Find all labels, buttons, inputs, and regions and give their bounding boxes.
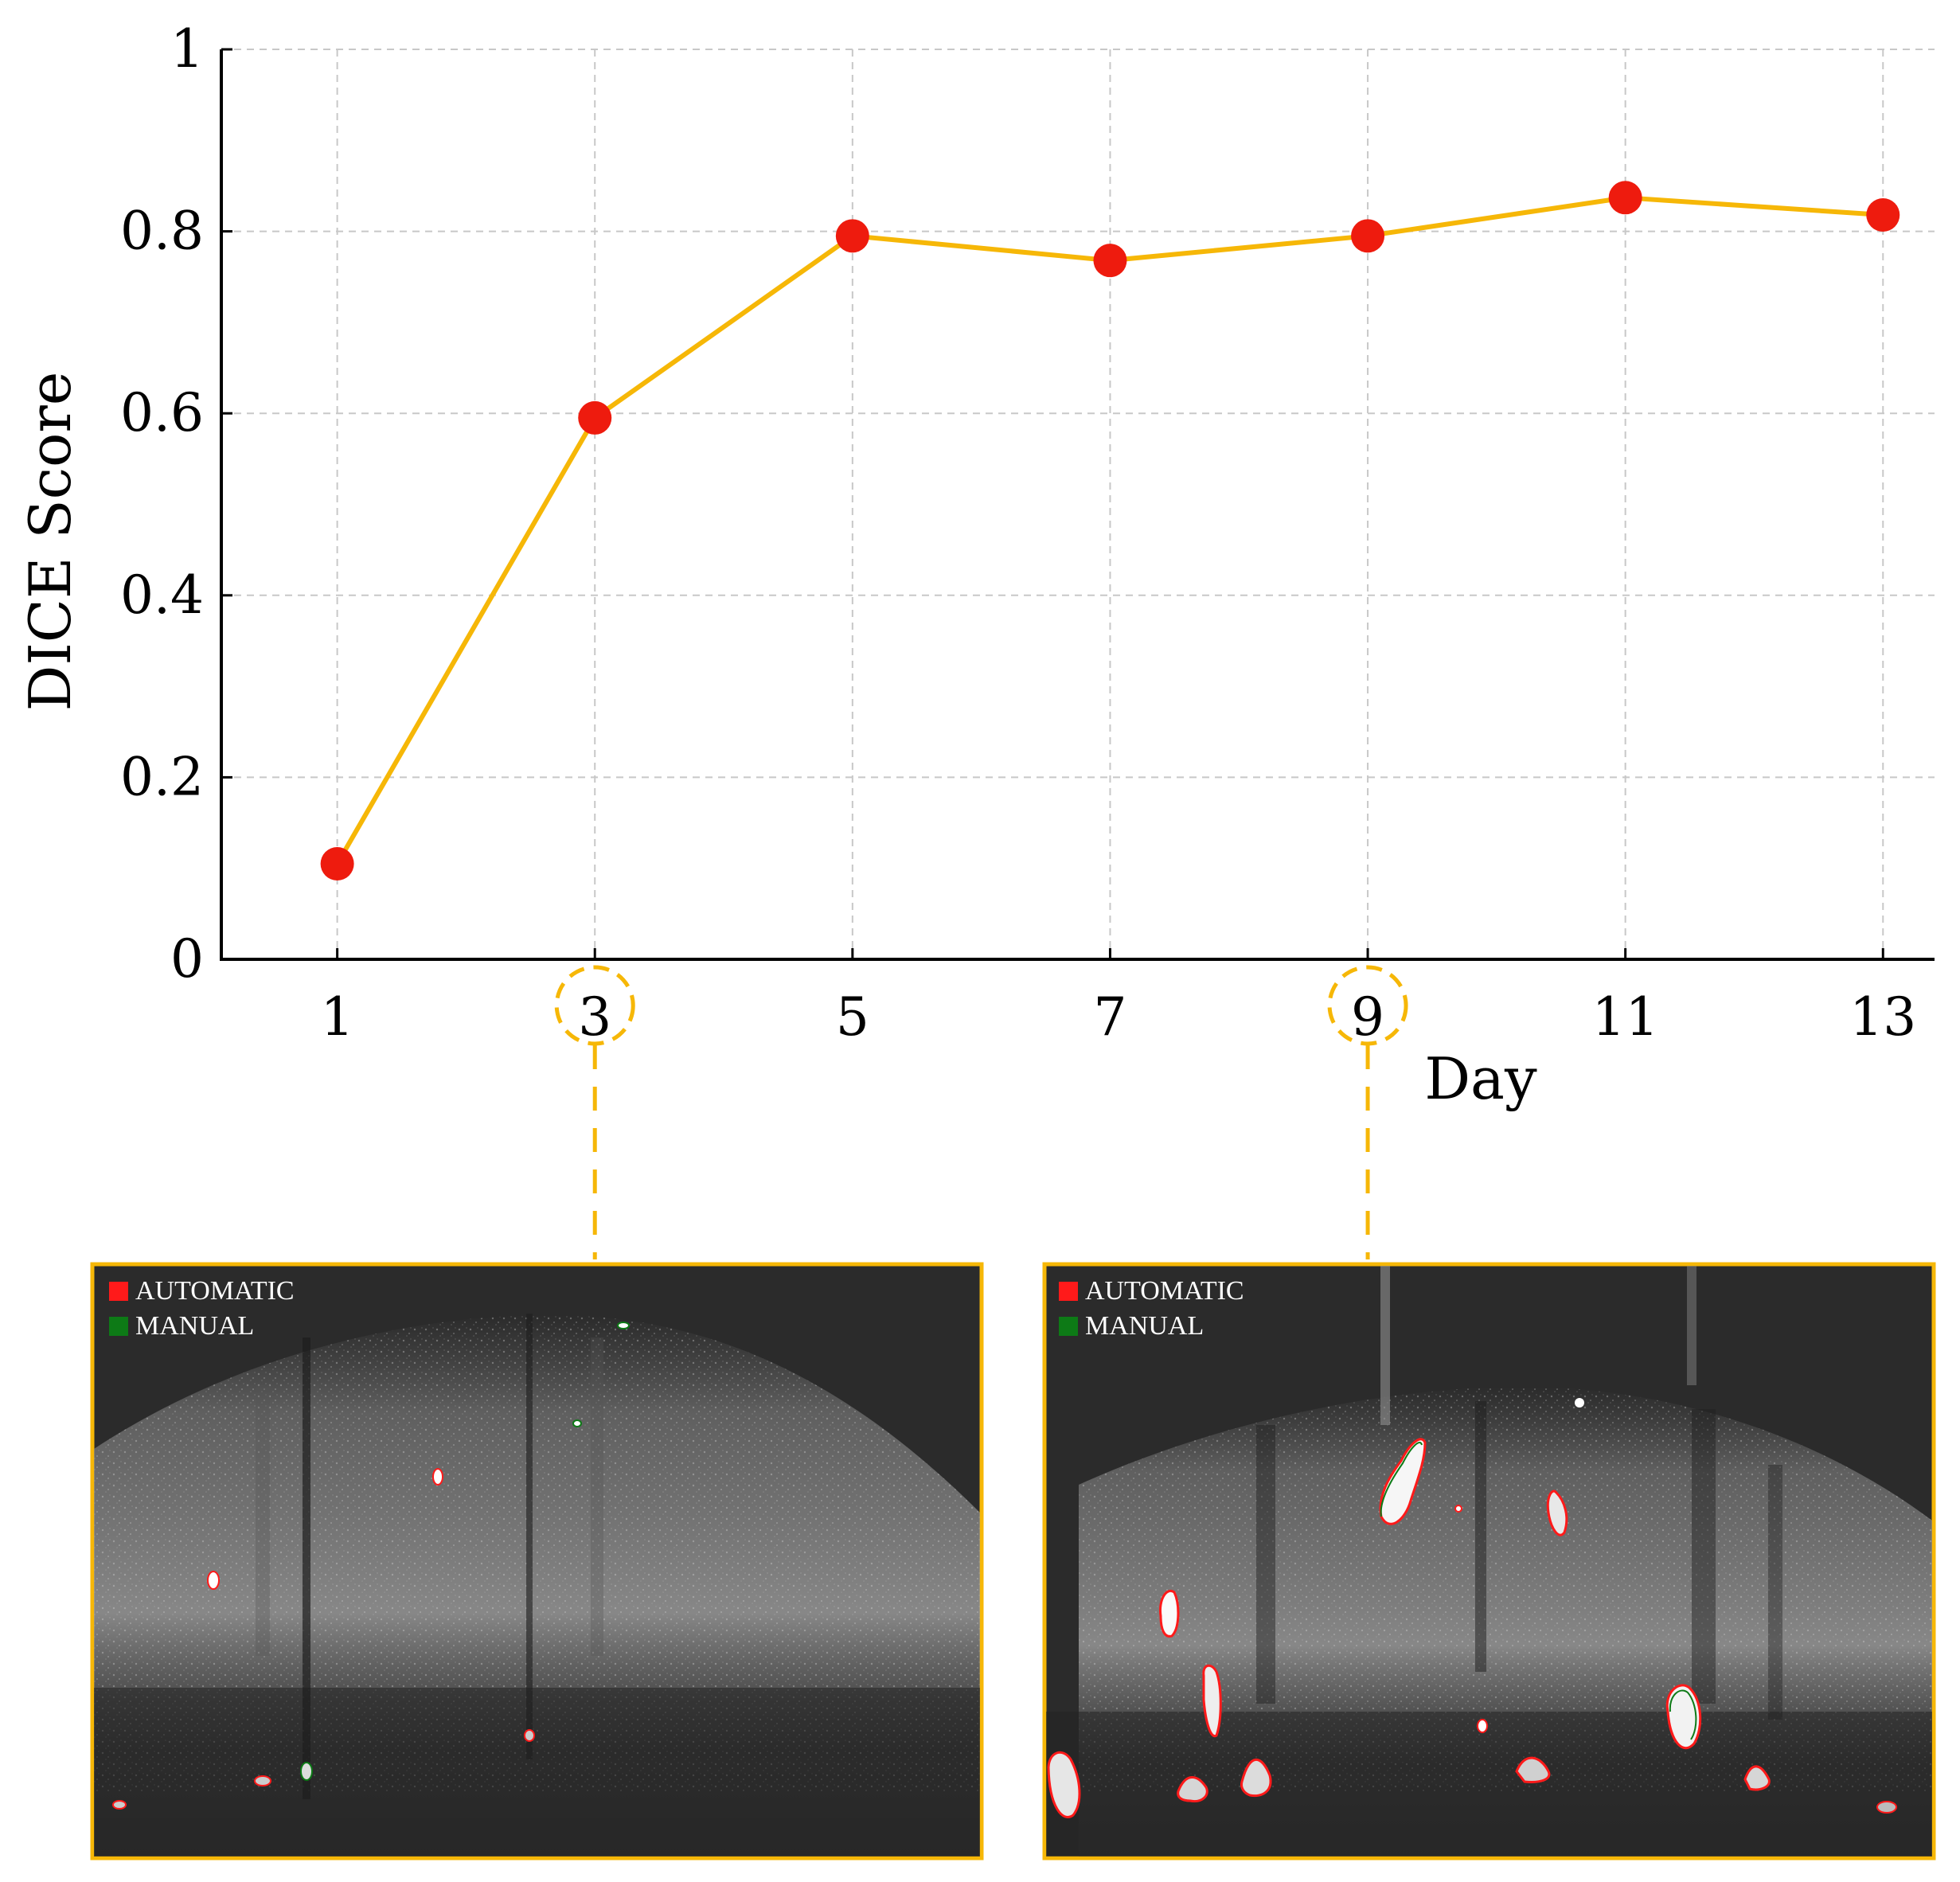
oct-speckle <box>94 1314 980 1791</box>
data-point <box>1866 198 1900 232</box>
x-tick-label: 5 <box>836 986 869 1048</box>
data-point <box>578 400 612 435</box>
data-point <box>1093 244 1127 278</box>
y-tick-label: 0.8 <box>120 201 204 262</box>
oct-inset-day3: AUTOMATIC MANUAL <box>90 1262 984 1861</box>
y-axis-title: DICE Score <box>17 372 84 712</box>
lesion-contour <box>254 1775 271 1786</box>
y-ticks: 0 0.2 0.4 0.6 0.8 1 <box>120 18 232 990</box>
lesion-contour <box>1240 1758 1272 1798</box>
lesion-contour <box>1876 1801 1897 1814</box>
legend-label-automatic: AUTOMATIC <box>135 1276 295 1306</box>
legend-swatch-manual <box>109 1317 128 1336</box>
lesion-contour <box>572 1419 582 1427</box>
lesion-contour <box>524 1729 535 1742</box>
lesion-contour <box>617 1322 630 1330</box>
legend-swatch-automatic <box>109 1282 128 1301</box>
oct-dark-band <box>94 1688 980 1857</box>
x-tick-label: 9 <box>1351 986 1384 1048</box>
data-point <box>320 846 354 880</box>
lesion-contour <box>432 1468 443 1486</box>
y-tick-label: 0.2 <box>120 746 204 807</box>
lesion-contour <box>1380 1441 1423 1517</box>
x-tick-label: 11 <box>1592 986 1659 1048</box>
lesion-contour <box>207 1571 220 1590</box>
x-tick-label: 3 <box>578 986 611 1048</box>
bright-spot <box>1575 1398 1584 1408</box>
y-tick-label: 0 <box>170 928 204 990</box>
lesion-contour <box>1454 1505 1462 1513</box>
legend-swatch-manual <box>1059 1317 1078 1336</box>
lesion-contour <box>1177 1776 1208 1803</box>
series <box>320 181 1900 880</box>
lesion-contour <box>112 1800 127 1810</box>
oct-dark-band <box>1046 1712 1932 1857</box>
legend-label-manual: MANUAL <box>1085 1311 1204 1341</box>
lesion-contour <box>1546 1490 1568 1536</box>
lesion-contour <box>1379 1438 1427 1525</box>
lesion-contour <box>1047 1751 1081 1818</box>
lesion-contour <box>1669 1689 1697 1740</box>
lesion-contour <box>1515 1756 1551 1783</box>
x-tick-label: 13 <box>1849 986 1916 1048</box>
lesion-contour <box>1158 1589 1180 1638</box>
data-point <box>835 219 869 253</box>
data-point <box>1608 181 1642 215</box>
x-axis-title: Day <box>1424 1045 1537 1112</box>
lesion-contour <box>1202 1664 1222 1738</box>
oct-inset-day9: AUTOMATIC MANUAL <box>1042 1262 1936 1861</box>
lesion-contour <box>1477 1719 1488 1733</box>
grid-lines <box>221 49 1935 959</box>
highlight-circle <box>1327 965 1408 1046</box>
oct-speckle <box>1079 1386 1932 1791</box>
x-tick-label: 7 <box>1093 986 1126 1048</box>
data-point <box>1351 219 1385 253</box>
y-tick-label: 0.4 <box>120 564 204 626</box>
x-tick-label: 1 <box>321 986 354 1048</box>
legend-swatch-automatic <box>1059 1282 1078 1301</box>
legend-label-automatic: AUTOMATIC <box>1085 1276 1244 1306</box>
highlight-circle <box>554 965 635 1046</box>
axes <box>220 49 1935 961</box>
legend-label-manual: MANUAL <box>135 1311 254 1341</box>
x-ticks: 1 3 5 7 9 11 13 <box>321 948 1916 1048</box>
lesion-contour <box>1743 1765 1771 1791</box>
y-tick-label: 1 <box>170 18 204 80</box>
highlight-markers <box>554 965 1408 1259</box>
y-tick-label: 0.6 <box>120 382 204 443</box>
lesion-contour <box>300 1762 313 1781</box>
